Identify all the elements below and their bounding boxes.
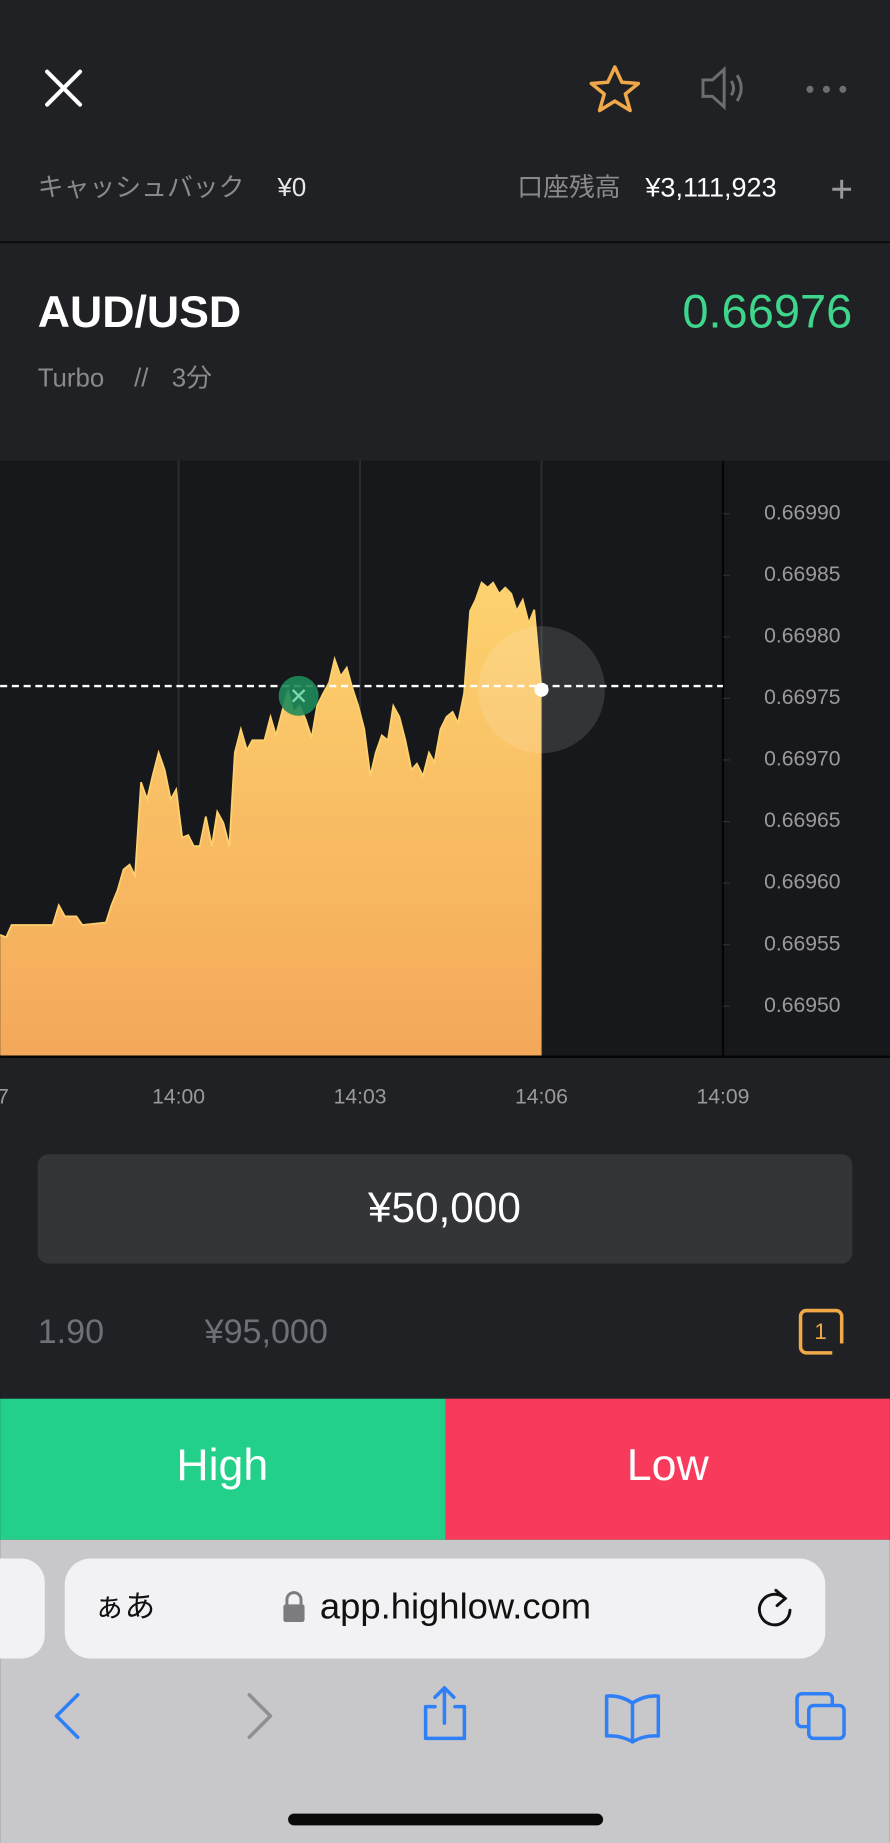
text-size-button[interactable]: ぁあ bbox=[94, 1590, 155, 1624]
entry-marker-x bbox=[291, 689, 306, 703]
lock-icon bbox=[283, 1591, 305, 1623]
y-tick-label: 0.66985 bbox=[764, 563, 840, 586]
y-tick-label: 0.66975 bbox=[764, 686, 840, 709]
payout-rate: 1.90 bbox=[38, 1313, 104, 1351]
product-type: Turbo bbox=[38, 364, 105, 392]
amount: ¥50,000 bbox=[367, 1184, 521, 1231]
y-tick-label: 0.66990 bbox=[764, 501, 840, 524]
low-button[interactable] bbox=[445, 1398, 890, 1540]
low-label: Low bbox=[627, 1441, 710, 1490]
cashback-value: ¥0 bbox=[277, 174, 307, 202]
reload-button[interactable] bbox=[757, 1588, 792, 1627]
current-point bbox=[534, 682, 549, 697]
area-fill bbox=[0, 582, 542, 1056]
chart: 0.66950 0.66955 0.66960 0.66965 0.66970 0.669… bbox=[0, 460, 841, 1056]
duration: 3分 bbox=[172, 364, 212, 392]
asset-symbol: AUD/USD bbox=[38, 288, 241, 337]
y-tick-label: 0.66960 bbox=[764, 871, 840, 894]
balance-label: 口座残高 bbox=[517, 173, 620, 202]
high-label: High bbox=[176, 1441, 268, 1490]
y-tick-label: 0.66980 bbox=[764, 624, 840, 647]
forward-button[interactable] bbox=[247, 1693, 273, 1739]
cashback-label: キャッシュバック bbox=[38, 174, 245, 202]
asset-price: 0.66976 bbox=[682, 284, 852, 337]
x-tick-label: 57 bbox=[0, 1085, 9, 1108]
share-button[interactable] bbox=[423, 1686, 467, 1741]
deposit-button[interactable] bbox=[832, 179, 852, 199]
x-tick-label: 14:09 bbox=[697, 1085, 750, 1108]
x-tick-label: 14:03 bbox=[334, 1085, 387, 1108]
y-tick-label: 0.66955 bbox=[764, 932, 840, 955]
balance-value: ¥3,111,923 bbox=[644, 172, 776, 202]
high-button[interactable] bbox=[0, 1398, 446, 1540]
previous-tab[interactable] bbox=[0, 1558, 45, 1659]
one-click-toggle[interactable]: 1 bbox=[798, 1308, 847, 1358]
back-button[interactable] bbox=[54, 1693, 80, 1739]
y-tick-label: 0.66965 bbox=[764, 809, 840, 832]
y-tick-label: 0.66950 bbox=[764, 994, 840, 1017]
url: app.highlow.com bbox=[320, 1586, 591, 1627]
favorite-star[interactable] bbox=[589, 65, 641, 113]
more-button[interactable] bbox=[806, 85, 847, 93]
y-tick-label: 0.66970 bbox=[764, 748, 840, 771]
x-tick-label: 14:06 bbox=[515, 1085, 568, 1108]
one-click-label: 1 bbox=[814, 1319, 826, 1344]
tabs-button[interactable] bbox=[795, 1691, 846, 1741]
payout: ¥95,000 bbox=[204, 1313, 328, 1351]
home-indicator bbox=[288, 1813, 604, 1826]
bookmarks-button[interactable] bbox=[604, 1694, 661, 1744]
address-bar[interactable] bbox=[64, 1558, 826, 1659]
x-tick-label: 14:00 bbox=[152, 1085, 205, 1108]
sound-button[interactable] bbox=[701, 66, 743, 111]
amount-input[interactable] bbox=[37, 1154, 853, 1264]
close-button[interactable] bbox=[45, 69, 83, 107]
separator: // bbox=[134, 364, 149, 392]
